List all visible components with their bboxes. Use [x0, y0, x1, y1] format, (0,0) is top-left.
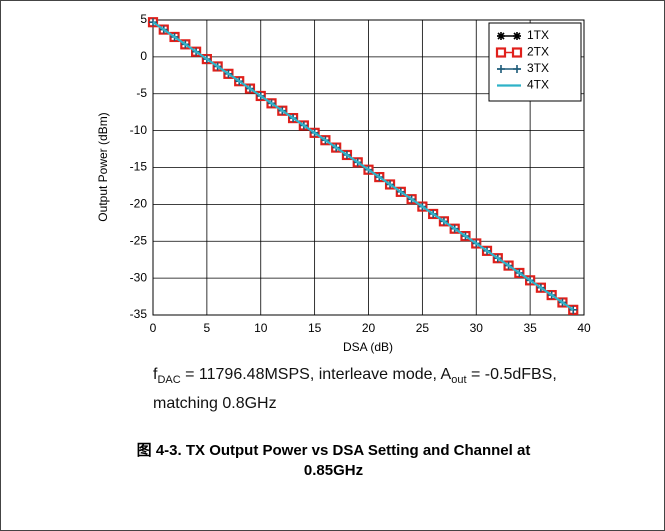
note-sub: DAC — [157, 374, 181, 387]
plot-border — [152, 19, 585, 316]
x-tick-label: 30 — [470, 321, 484, 335]
caption: 图 4-3. TX Output Power vs DSA Setting an… — [136, 442, 531, 479]
legend-label: 3TX — [527, 61, 549, 75]
y-tick-label: 5 — [140, 12, 147, 26]
marker — [511, 47, 523, 58]
x-tick-label: 25 — [416, 321, 430, 335]
marker — [497, 32, 505, 40]
y-tick-label: -25 — [130, 233, 148, 247]
x-tick-label: 35 — [523, 321, 537, 335]
x-tick-label: 0 — [150, 321, 157, 335]
y-axis-label: Output Power (dBm) — [96, 112, 110, 221]
marker — [495, 47, 507, 58]
x-tick-label: 15 — [308, 321, 322, 335]
y-tick-label: -15 — [130, 160, 148, 174]
legend-label: 1TX — [527, 28, 549, 42]
x-axis-label: DSA (dB) — [343, 340, 393, 354]
y-tick-label: -20 — [130, 197, 148, 211]
marker — [513, 65, 521, 73]
y-tick-label: -5 — [136, 86, 147, 100]
legend-label: 4TX — [527, 78, 549, 92]
legend-label: 2TX — [527, 45, 549, 59]
x-tick-label: 20 — [362, 321, 376, 335]
chart: DSA (dB) Output Power (dBm) 5 0 -5 -10 -15 -2… — [96, 12, 591, 354]
x-tick-label: 5 — [204, 321, 211, 335]
note-text: f — [153, 366, 158, 383]
note-text: = 11796.48MSPS, interleave mode, A — [180, 366, 452, 383]
y-tick-label: -10 — [130, 123, 148, 137]
x-tick-label: 10 — [254, 321, 268, 335]
marker — [513, 32, 521, 40]
y-tick-label: -30 — [130, 270, 148, 284]
note-sub: out — [451, 374, 467, 387]
note-text: = -0.5dFBS, — [466, 366, 557, 383]
series-line — [152, 21, 574, 311]
x-tick-label: 40 — [577, 321, 591, 335]
y-tick-label: 0 — [140, 49, 147, 63]
note: fDAC = 11796.48MSPS, interleave mode, Ao… — [153, 363, 557, 416]
note-text: matching 0.8GHz — [153, 395, 277, 413]
marker — [497, 65, 505, 73]
y-tick-label: -35 — [130, 307, 148, 321]
